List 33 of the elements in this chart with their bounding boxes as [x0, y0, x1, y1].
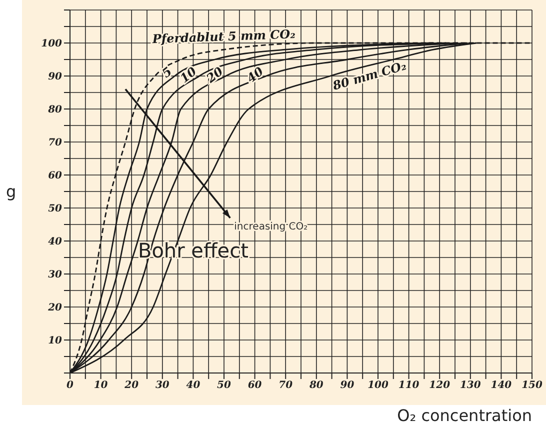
x-tick-label: 0: [66, 380, 74, 392]
y-axis-title: g: [6, 182, 16, 202]
y-tick-label: 30: [48, 270, 62, 281]
text: 40: [244, 64, 267, 86]
x-tick-label: 90: [340, 380, 354, 392]
x-tick-label: 60: [248, 380, 262, 392]
x-tick-label: 40: [186, 380, 200, 392]
x-axis-title: O₂ concentration: [397, 406, 532, 425]
x-tick-label: 30: [155, 380, 170, 392]
x-tick-label: 110: [398, 380, 420, 392]
y-tick-label: 60: [48, 170, 62, 182]
y-tick-label: 40: [48, 236, 62, 248]
y-tick-label: 20: [47, 302, 62, 314]
x-tick-label: 50: [217, 380, 231, 392]
x-tick-label: 130: [460, 380, 481, 392]
y-tick-label: 90: [48, 72, 62, 83]
x-tick-label: 140: [490, 380, 512, 392]
y-tick-label: 50: [48, 204, 62, 215]
x-tick-label: 80: [308, 380, 324, 392]
x-tick-label: 10: [94, 380, 108, 392]
x-tick-label: 120: [429, 380, 450, 392]
text: 20: [203, 64, 226, 86]
y-tick-label: 70: [48, 138, 62, 149]
text: 5: [159, 64, 175, 81]
x-tick-label: 20: [124, 380, 139, 392]
text: 10: [177, 64, 200, 86]
y-tick-label: 100: [41, 38, 62, 50]
x-tick-label: 150: [522, 380, 542, 392]
x-tick-label: 70: [278, 380, 293, 392]
x-tick-label: 100: [368, 380, 388, 392]
y-tick-label: 10: [48, 336, 62, 347]
text: 80 mm CO₂: [330, 58, 408, 94]
y-tick-label: 80: [47, 104, 62, 116]
